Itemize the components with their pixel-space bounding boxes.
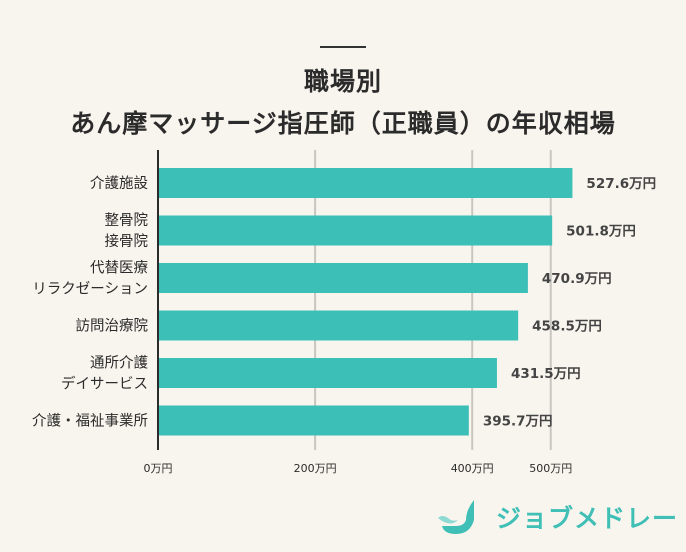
bar [158,263,528,293]
category-label: 訪問治療院 [76,318,149,335]
category-label: デイサービス [61,375,148,393]
bar [158,358,497,388]
x-tick-label: 500万円 [529,462,572,475]
x-tick-label: 400万円 [451,462,494,475]
bar [158,215,553,246]
bar [158,168,573,198]
title-rule [320,46,366,48]
x-tick-label: 0万円 [144,462,173,475]
bar [158,405,469,436]
category-label: 通所介護 [90,355,148,372]
data-label: 458.5万円 [532,319,602,335]
brand-name: ジョブメドレー [496,504,679,533]
chart-title-line-2: あん摩マッサージ指圧師（正職員）の年収相場 [70,109,616,138]
category-label: リラクゼーション [32,281,148,298]
category-label: 代替医療 [90,260,148,277]
category-label: 介護施設 [90,175,148,192]
category-label: 接骨院 [105,233,149,250]
brand-logo: ジョブメドレー [436,496,677,536]
chart-title-line-1: 職場別 [303,67,382,96]
x-tick-label: 200万円 [294,462,337,475]
category-label: 整骨院 [105,212,149,229]
data-label: 431.5万円 [511,366,581,382]
data-label: 470.9万円 [542,271,612,287]
category-label: 介護・福祉事業所 [32,413,148,430]
bar [158,310,519,341]
data-label: 527.6万円 [586,176,656,192]
data-label: 395.7万円 [483,414,553,430]
data-label: 501.8万円 [566,224,636,240]
brand-mark-icon [438,500,474,534]
